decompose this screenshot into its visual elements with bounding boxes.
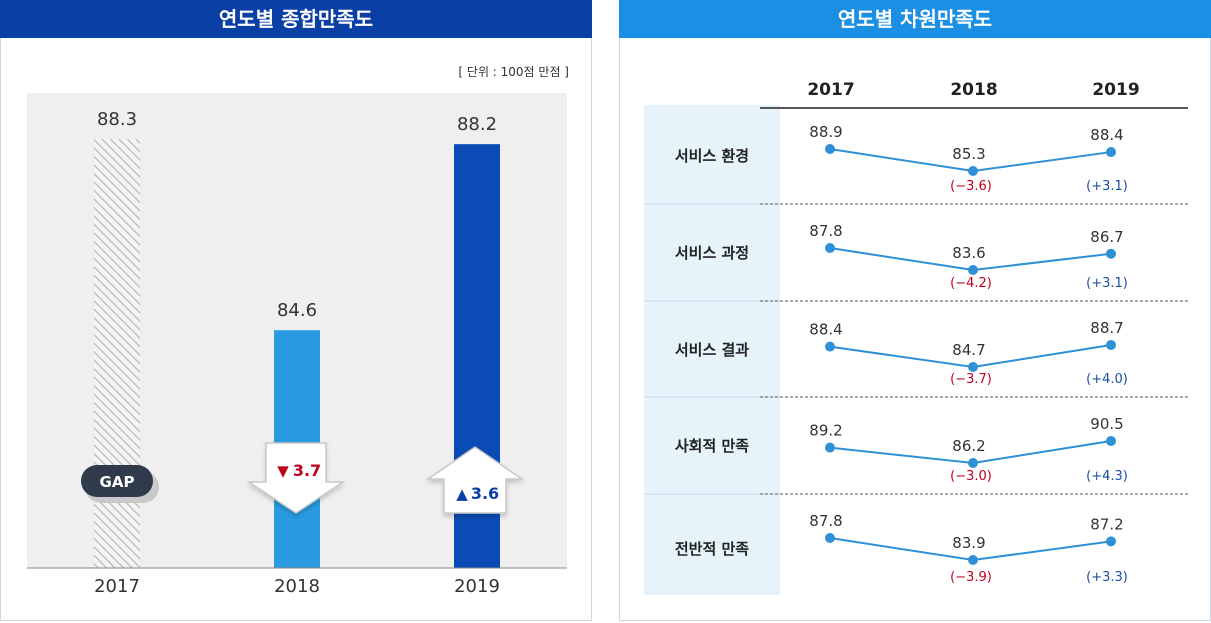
increase-arrow [425, 446, 525, 514]
point-value-label: 85.3 [952, 145, 985, 163]
decrease-arrow [246, 442, 346, 514]
row-label-service-process: 서비스 과정 [674, 244, 750, 262]
bar-value-label-2017: 88.3 [97, 109, 137, 130]
change-2019-label: (+4.0) [1086, 372, 1128, 387]
data-point [968, 166, 978, 176]
point-value-label: 89.2 [809, 422, 842, 440]
data-point [1106, 248, 1116, 259]
change-2019-label: (+3.1) [1086, 276, 1128, 291]
dimension-satisfaction-panel: 연도별 차원만족도 2017 2018 2019 서비스 환경 서비스 과정 서… [619, 0, 1211, 621]
point-value-label: 87.8 [809, 222, 842, 240]
bar-value-label-2018: 84.6 [277, 300, 317, 321]
change-2019-label: (+3.1) [1086, 179, 1128, 194]
x-tick-2018: 2018 [274, 576, 320, 597]
dimension-line-chart: 88.9 85.3 88.4 (−3.6) (+3.1) 87.8 83.6 86.7 (−4.… [644, 123, 1188, 585]
change-2018-label: (−3.7) [950, 372, 992, 387]
change-2018-label: (−3.6) [950, 179, 992, 194]
point-value-label: 88.4 [1090, 126, 1123, 144]
data-point [825, 442, 835, 453]
change-2018-label: (−4.2) [950, 276, 992, 291]
increase-value: 3.6 [471, 484, 499, 503]
point-value-label: 88.9 [809, 123, 842, 141]
point-value-label: 87.2 [1090, 515, 1123, 533]
bar-2017 [94, 139, 140, 568]
dimension-panel-title: 연도별 차원만족도 [619, 0, 1211, 38]
row-label-service-environment: 서비스 환경 [674, 147, 750, 165]
overall-satisfaction-panel: 연도별 종합만족도 [ 단위 : 100점 만점 ] 88.3 84.6 88.2 … [0, 0, 592, 621]
x-tick-2019: 2019 [454, 576, 500, 597]
data-point [825, 243, 835, 253]
point-value-label: 86.2 [952, 437, 985, 455]
point-value-label: 88.4 [809, 321, 842, 339]
row-label-overall-satisfaction: 전반적 만족 [674, 540, 750, 558]
data-point [825, 341, 835, 352]
point-value-label: 87.8 [809, 512, 842, 530]
data-point [968, 458, 978, 468]
point-value-label: 86.7 [1090, 228, 1123, 246]
point-value-label: 83.9 [952, 534, 985, 552]
point-value-label: 83.6 [952, 244, 985, 262]
unit-note: [ 단위 : 100점 만점 ] [458, 65, 569, 79]
point-value-label: 88.7 [1090, 319, 1123, 337]
data-point [825, 144, 835, 154]
overall-bar-chart: 88.3 84.6 88.2 2017 2018 2019 GAP ▼ 3.7 ▲ 3.… [27, 93, 567, 597]
data-point [968, 362, 978, 372]
row-label-service-result: 서비스 결과 [674, 341, 750, 359]
change-2019-label: (+3.3) [1086, 570, 1128, 585]
point-value-label: 90.5 [1090, 415, 1123, 433]
change-2019-label: (+4.3) [1086, 469, 1128, 484]
year-2019-header: 2019 [1092, 80, 1140, 100]
year-2017-header: 2017 [807, 80, 855, 100]
data-point [1106, 436, 1116, 446]
decrease-symbol: ▼ [277, 462, 289, 480]
year-2018-header: 2018 [950, 80, 998, 100]
gap-label: GAP [100, 473, 135, 491]
change-2018-label: (−3.0) [950, 469, 992, 484]
overall-panel-title: 연도별 종합만족도 [0, 0, 592, 38]
decrease-value: 3.7 [293, 461, 321, 480]
data-point [825, 533, 835, 543]
increase-symbol: ▲ [456, 485, 468, 503]
data-point [968, 555, 978, 565]
gap-badge: GAP [81, 465, 159, 503]
data-point [1106, 340, 1116, 350]
bar-value-label-2019: 88.2 [457, 114, 497, 135]
change-2018-label: (−3.9) [950, 570, 992, 585]
header-underline [760, 107, 1188, 109]
data-point [1106, 147, 1116, 158]
data-point [968, 265, 978, 275]
row-label-social-satisfaction: 사회적 만족 [674, 437, 750, 455]
x-tick-2017: 2017 [94, 576, 140, 597]
row-label-column [644, 105, 780, 595]
data-point [1106, 536, 1116, 547]
point-value-label: 84.7 [952, 341, 985, 359]
